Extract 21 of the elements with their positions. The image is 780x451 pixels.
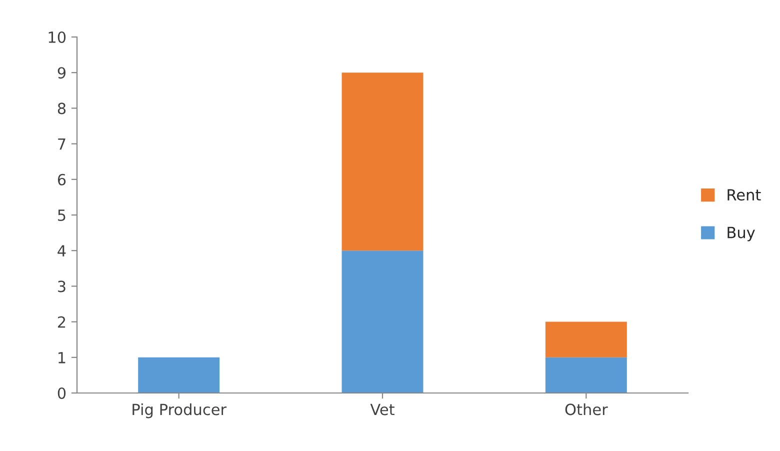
y-tick-label: 8 [58, 102, 66, 114]
y-tick-label: 0 [58, 387, 66, 400]
y-tick-label: 10 [48, 31, 66, 44]
y-tick-label: 7 [58, 138, 66, 150]
y-tick-label: 2 [58, 316, 66, 328]
legend-label: Rent [728, 189, 761, 201]
x-tick-label: Vet [370, 404, 394, 416]
y-tick-label: 5 [58, 210, 66, 222]
bar [342, 250, 424, 393]
bar [545, 322, 627, 358]
legend-label: Buy [728, 226, 755, 242]
y-tick-label: 4 [58, 245, 66, 256]
x-tick-label: Other [565, 403, 608, 416]
y-tick-label: 3 [58, 280, 66, 292]
y-tick-label: 9 [58, 67, 66, 79]
y-tick-label: 6 [58, 174, 66, 186]
x-tick-label: Pig Producer [132, 403, 227, 418]
y-tick-label: 1 [58, 352, 66, 364]
bar [342, 72, 424, 251]
bar [545, 357, 627, 393]
bar [138, 357, 220, 393]
